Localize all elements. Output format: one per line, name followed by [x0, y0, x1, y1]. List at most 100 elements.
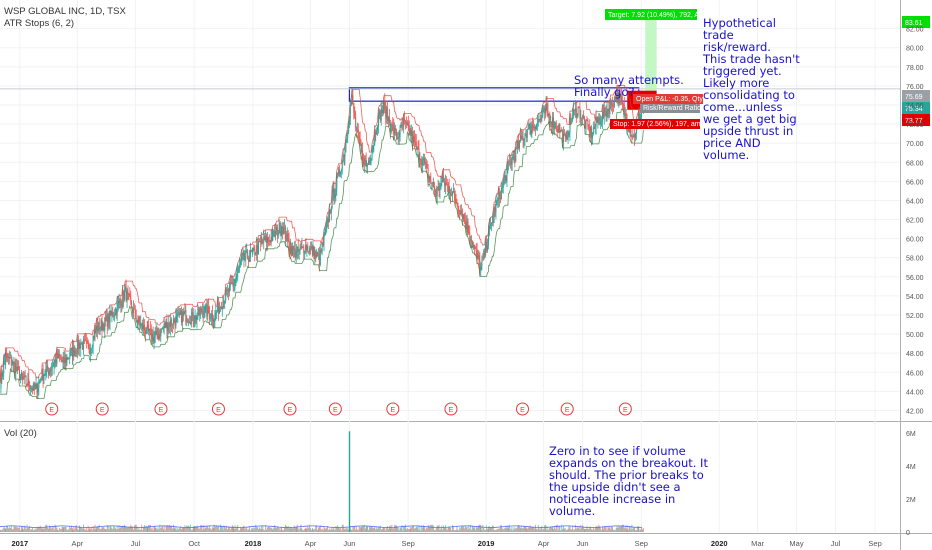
candle-body [380, 108, 382, 121]
volume-bar [142, 530, 144, 532]
candle-body [40, 378, 42, 380]
candle-body [118, 301, 120, 304]
earnings-marker[interactable]: E [45, 402, 59, 416]
volume-bar [526, 528, 528, 532]
candle-body [570, 116, 572, 120]
candle-body [364, 157, 366, 161]
volume-bar [601, 530, 603, 532]
candle-body [84, 340, 86, 342]
volume-bar [56, 529, 58, 532]
volume-bar [92, 525, 94, 532]
candle-body [204, 306, 206, 314]
volume-bar [310, 528, 312, 532]
volume-bar [602, 528, 604, 532]
candle-body [126, 291, 128, 301]
earnings-marker[interactable]: E [154, 402, 168, 416]
candle-body [335, 188, 337, 195]
volume-bar [530, 527, 532, 532]
volume-bar [83, 524, 85, 532]
candle-body [393, 125, 395, 135]
earnings-marker[interactable]: E [560, 402, 574, 416]
volume-bar [260, 525, 262, 532]
candle-body [114, 315, 116, 317]
candle-body [290, 246, 292, 252]
volume-bar [10, 525, 12, 532]
candle-body [299, 247, 301, 251]
target-label[interactable]: Target: 7.92 (10.49%), 792, Amount: 2509… [605, 9, 744, 20]
candle-body [560, 130, 562, 133]
earnings-marker[interactable]: E [515, 402, 529, 416]
volume-bar [378, 526, 380, 532]
candle-body [413, 136, 415, 142]
volume-bar [313, 529, 315, 532]
volume-bar [483, 528, 485, 532]
volume-bar [563, 525, 565, 532]
volume-bar [427, 524, 429, 532]
earnings-marker[interactable]: E [211, 402, 225, 416]
candle-body [270, 236, 272, 243]
candle-body [150, 328, 152, 339]
candle-body [148, 328, 150, 332]
volume-bar [590, 529, 592, 532]
candle-body [152, 333, 154, 342]
volume-bar [143, 527, 145, 532]
candle-body [483, 250, 485, 260]
volume-bar [104, 528, 106, 532]
volume-bar [374, 526, 376, 532]
volume-bar [575, 528, 577, 532]
candle-body [639, 113, 641, 121]
volume-bar [14, 526, 16, 532]
candle-body [434, 190, 436, 192]
candle-body [196, 316, 198, 321]
volume-bar [598, 524, 600, 532]
candle-body [146, 325, 148, 334]
volume-bar [461, 525, 463, 532]
volume-bar [186, 525, 188, 532]
earnings-marker[interactable]: E [328, 402, 342, 416]
candle-body [31, 388, 33, 391]
candle-body [563, 133, 565, 143]
volume-bar [359, 526, 361, 532]
volume-bar [76, 525, 78, 532]
volume-bar [126, 527, 128, 532]
earnings-marker[interactable]: E [618, 402, 632, 416]
volume-bar [535, 528, 537, 532]
volume-bar [490, 527, 492, 532]
earnings-marker[interactable]: E [283, 402, 297, 416]
volume-bar [441, 525, 443, 532]
earnings-marker[interactable]: E [95, 402, 109, 416]
earnings-marker[interactable]: E [386, 402, 400, 416]
stop-label[interactable]: Stop: 1.97 (2.56%), 197, amount: 1 [610, 119, 722, 129]
earnings-marker[interactable]: E [444, 402, 458, 416]
volume-bar [618, 525, 620, 532]
candle-body [202, 311, 204, 313]
candle-body [36, 384, 38, 393]
volume-bar [515, 528, 517, 532]
candle-body [194, 315, 196, 323]
candle-body [388, 117, 390, 121]
volume-bar [609, 526, 611, 532]
volume-bar [271, 528, 273, 532]
candle-body [502, 182, 504, 188]
candle-body [567, 134, 569, 140]
volume-bar [5, 528, 7, 532]
candle-body [121, 303, 123, 307]
candle-body [64, 357, 66, 364]
candle-body [31, 388, 33, 389]
open-pnl-label[interactable]: Open P&L: -0.35, Qty: 4 [633, 94, 711, 104]
candle-body [340, 170, 342, 172]
candle-body [21, 377, 23, 379]
volume-bar [435, 527, 437, 532]
risk-reward-label[interactable]: Risk/Reward Ratio: 5.39 [640, 104, 719, 113]
candle-body [113, 316, 115, 317]
volume-bar [231, 525, 233, 532]
volume-bar [403, 526, 405, 532]
candle-body [435, 191, 437, 197]
volume-bar [201, 525, 203, 532]
candle-body [48, 370, 50, 375]
position-labels[interactable]: Target: 7.92 (10.49%), 792, Amount: 2509… [605, 9, 930, 129]
volume-bar [15, 526, 17, 532]
candle-body [135, 317, 137, 322]
